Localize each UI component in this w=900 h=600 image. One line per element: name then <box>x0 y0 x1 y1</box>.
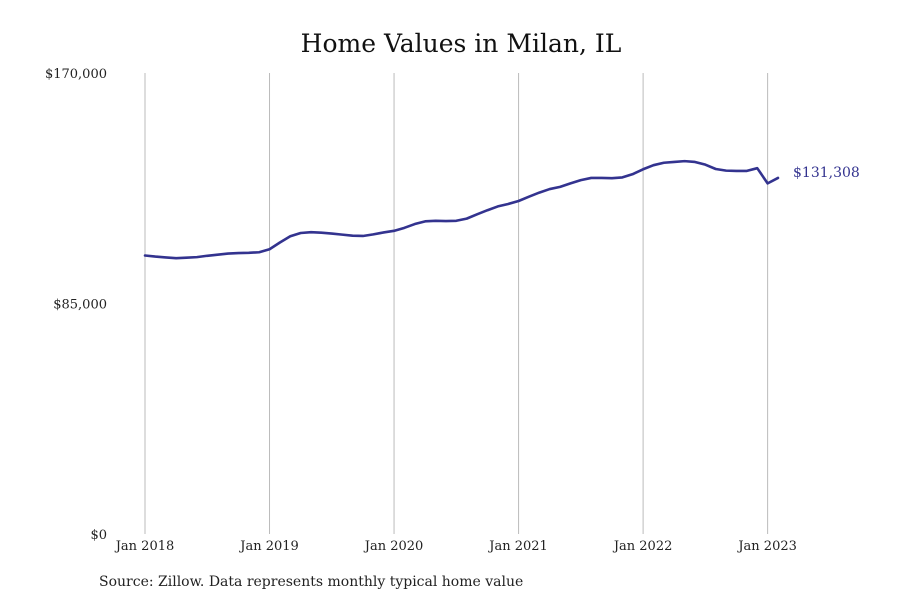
end-value-label: $131,308 <box>793 165 860 181</box>
source-note: Source: Zillow. Data represents monthly … <box>99 574 523 590</box>
x-tick-label-jan-2020: Jan 2020 <box>363 539 424 554</box>
x-tick-label-jan-2023: Jan 2023 <box>736 539 797 554</box>
x-tick-label-jan-2022: Jan 2022 <box>612 539 673 554</box>
y-tick-label-0: $0 <box>90 528 107 543</box>
series-line-home-value <box>143 159 780 260</box>
x-tick-label-jan-2021: Jan 2021 <box>487 539 548 554</box>
y-tick-label-85000: $85,000 <box>53 298 107 313</box>
y-axis-tick-labels: $0 $85,000 $170,000 <box>45 67 107 543</box>
x-tick-label-jan-2018: Jan 2018 <box>114 539 175 554</box>
chart-title: Home Values in Milan, IL <box>301 29 622 58</box>
y-tick-label-170000: $170,000 <box>45 67 107 82</box>
vertical-gridlines <box>144 73 769 534</box>
x-axis-tick-labels: Jan 2018 Jan 2019 Jan 2020 Jan 2021 Jan 2022… <box>114 539 797 554</box>
x-tick-label-jan-2019: Jan 2019 <box>238 539 299 554</box>
